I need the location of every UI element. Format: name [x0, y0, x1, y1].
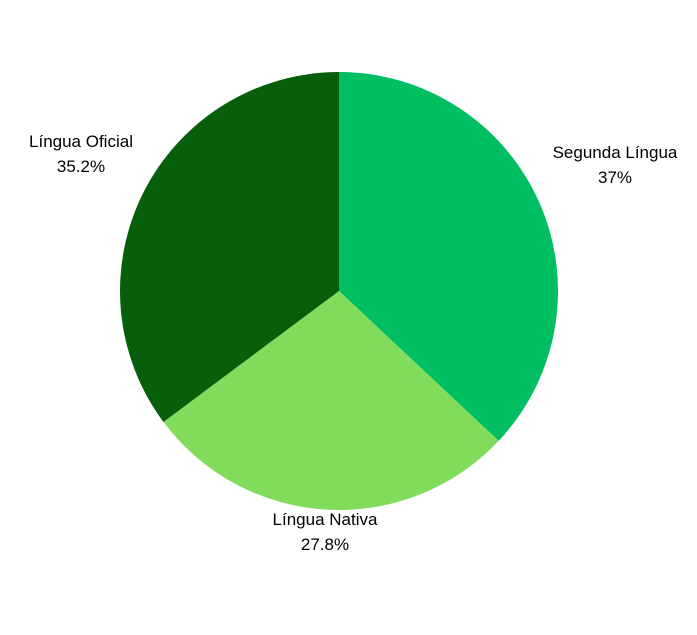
- slice-value-label: 27.8%: [301, 535, 349, 554]
- slice-label: Língua Nativa: [273, 510, 378, 529]
- pie-labels: Segunda Língua 37% Língua Nativa 27.8% Língu…: [29, 132, 678, 554]
- slice-label: Segunda Língua: [553, 143, 678, 162]
- pie-slice-segunda-l-ngua: [339, 72, 558, 441]
- slice-value-label: 35.2%: [57, 157, 105, 176]
- pie-slice-l-ngua-nativa: [163, 291, 499, 510]
- pie-slices: [120, 72, 558, 510]
- slice-label: Língua Oficial: [29, 132, 133, 151]
- slice-value-label: 37%: [598, 168, 632, 187]
- pie-slice-l-ngua-oficial: [120, 72, 340, 422]
